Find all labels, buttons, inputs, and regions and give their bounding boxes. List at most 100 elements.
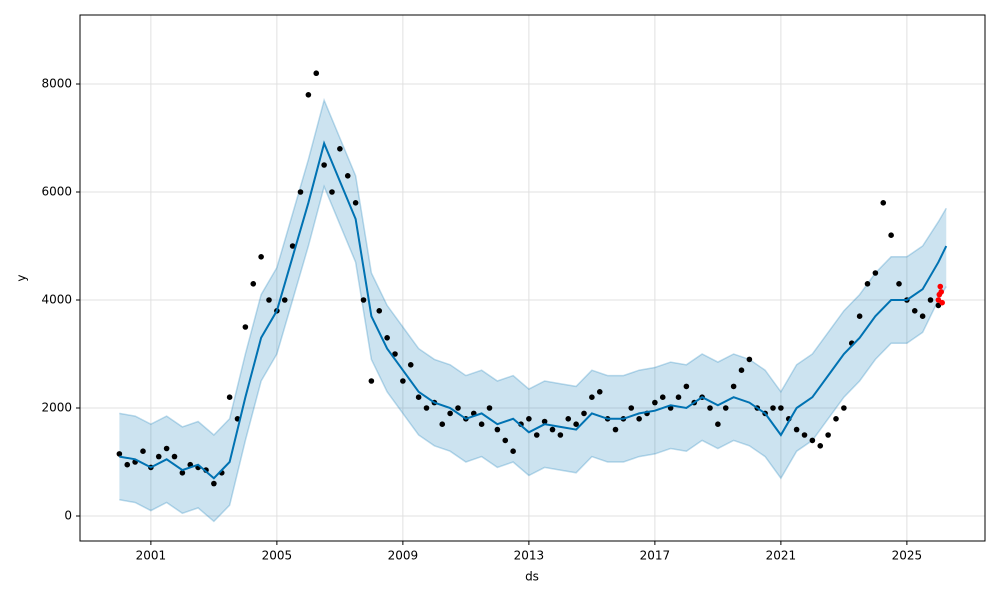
- observed-point: [179, 469, 186, 476]
- observed-point: [368, 378, 375, 384]
- observed-point: [793, 426, 800, 433]
- observed-point: [392, 351, 398, 357]
- observed-point: [919, 313, 926, 320]
- y-axis-label: y: [15, 274, 29, 281]
- observed-point: [250, 281, 257, 287]
- band-edge: [119, 97, 947, 437]
- observed-point: [155, 453, 162, 460]
- observed-point: [856, 313, 863, 320]
- observed-point: [447, 410, 453, 417]
- observed-point: [533, 432, 540, 438]
- observed-point: [707, 405, 713, 411]
- observed-point: [833, 416, 839, 422]
- observed-point: [683, 383, 690, 390]
- observed-point: [171, 453, 178, 460]
- test-point: [937, 283, 944, 290]
- observed-point: [864, 281, 871, 287]
- observed-point: [715, 421, 721, 428]
- observed-point: [596, 389, 603, 395]
- observed-point: [329, 189, 335, 195]
- band-edge: [119, 184, 947, 523]
- x-tick-label: 2017: [640, 549, 671, 563]
- observed-point: [439, 421, 446, 428]
- observed-point: [305, 92, 312, 98]
- observed-point: [888, 232, 894, 239]
- test-point: [939, 299, 945, 306]
- uncertainty-band: [119, 100, 947, 522]
- observed-point: [478, 421, 485, 428]
- observed-point: [360, 297, 367, 303]
- observed-point: [896, 281, 902, 287]
- observed-point: [581, 410, 587, 417]
- observed-point: [242, 324, 249, 330]
- observed-point: [628, 405, 635, 411]
- observed-point: [730, 383, 737, 390]
- observed-point: [557, 432, 564, 438]
- observed-point: [281, 297, 288, 303]
- observed-point: [407, 362, 414, 368]
- observed-point: [825, 432, 831, 438]
- observed-point: [400, 378, 406, 384]
- observed-point: [589, 394, 595, 401]
- observed-point: [911, 308, 918, 314]
- observed-point: [565, 416, 572, 422]
- observed-point: [163, 445, 170, 452]
- observed-point: [778, 405, 784, 411]
- x-tick-label: 2025: [892, 549, 923, 563]
- observed-point: [675, 394, 682, 401]
- observed-point: [313, 70, 320, 77]
- plot-frame: [79, 14, 986, 542]
- x-tick-label: 2005: [262, 549, 293, 563]
- observed-point: [722, 405, 729, 411]
- observed-point: [549, 426, 556, 433]
- observed-point: [297, 189, 304, 195]
- y-tick-label: 4000: [41, 293, 72, 307]
- observed-point: [266, 297, 272, 303]
- observed-point: [494, 426, 501, 433]
- observed-point: [140, 448, 146, 455]
- observed-point: [321, 162, 327, 168]
- observed-point: [817, 443, 824, 449]
- observed-point: [746, 356, 753, 363]
- observed-point: [652, 399, 658, 406]
- observed-point: [636, 416, 642, 422]
- y-tick-label: 6000: [41, 185, 72, 199]
- x-axis-label: ds: [525, 570, 539, 584]
- observed-point: [809, 437, 816, 444]
- observed-point: [841, 405, 847, 411]
- y-tick-label: 0: [64, 508, 72, 522]
- observed-point: [872, 270, 879, 276]
- x-tick-label: 2013: [514, 549, 545, 563]
- observed-point: [927, 297, 934, 303]
- observed-point: [526, 416, 532, 422]
- observed-point: [415, 394, 422, 401]
- x-tick-label: 2021: [766, 549, 797, 563]
- observed-point: [659, 394, 666, 401]
- x-tick-label: 2009: [388, 549, 419, 563]
- observed-point: [211, 480, 217, 487]
- observed-point: [344, 173, 351, 179]
- observed-point: [502, 437, 509, 444]
- observed-point: [352, 200, 359, 206]
- observed-point: [738, 367, 745, 374]
- observed-point: [510, 448, 516, 455]
- observed-point: [124, 461, 131, 468]
- observed-point: [337, 146, 343, 152]
- observed-point: [226, 394, 233, 401]
- observed-point: [541, 418, 548, 425]
- observed-point: [376, 308, 383, 314]
- observed-point: [770, 405, 776, 411]
- test-point: [938, 289, 945, 295]
- observed-point: [573, 421, 579, 428]
- observed-point: [455, 405, 461, 411]
- observed-point: [423, 405, 430, 411]
- observed-point: [880, 200, 887, 206]
- y-tick-label: 8000: [41, 77, 72, 91]
- y-tick-label: 2000: [41, 401, 72, 415]
- x-tick-label: 2001: [136, 549, 167, 563]
- observed-point: [289, 243, 296, 249]
- observed-point: [384, 335, 390, 341]
- observed-point: [116, 451, 123, 457]
- forecast-line: [119, 140, 948, 480]
